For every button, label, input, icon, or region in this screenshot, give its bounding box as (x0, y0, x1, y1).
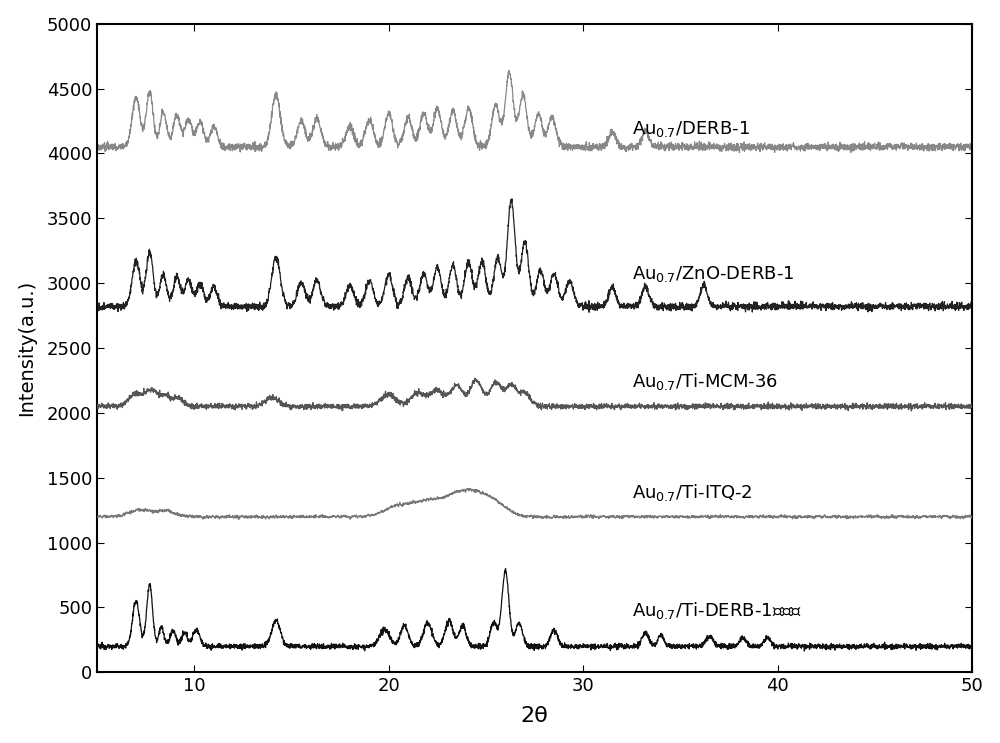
Text: Au$_{0.7}$/Ti-MCM-36: Au$_{0.7}$/Ti-MCM-36 (632, 372, 778, 392)
Text: Au$_{0.7}$/DERB-1: Au$_{0.7}$/DERB-1 (632, 119, 750, 139)
X-axis label: 2θ: 2θ (521, 707, 548, 727)
Text: Au$_{0.7}$/Ti-ITQ-2: Au$_{0.7}$/Ti-ITQ-2 (632, 481, 752, 502)
Text: Au$_{0.7}$/ZnO-DERB-1: Au$_{0.7}$/ZnO-DERB-1 (632, 264, 794, 284)
Y-axis label: Intensity(a.u.): Intensity(a.u.) (17, 280, 36, 416)
Text: Au$_{0.7}$/Ti-DERB-1（粉）: Au$_{0.7}$/Ti-DERB-1（粉） (632, 600, 801, 620)
